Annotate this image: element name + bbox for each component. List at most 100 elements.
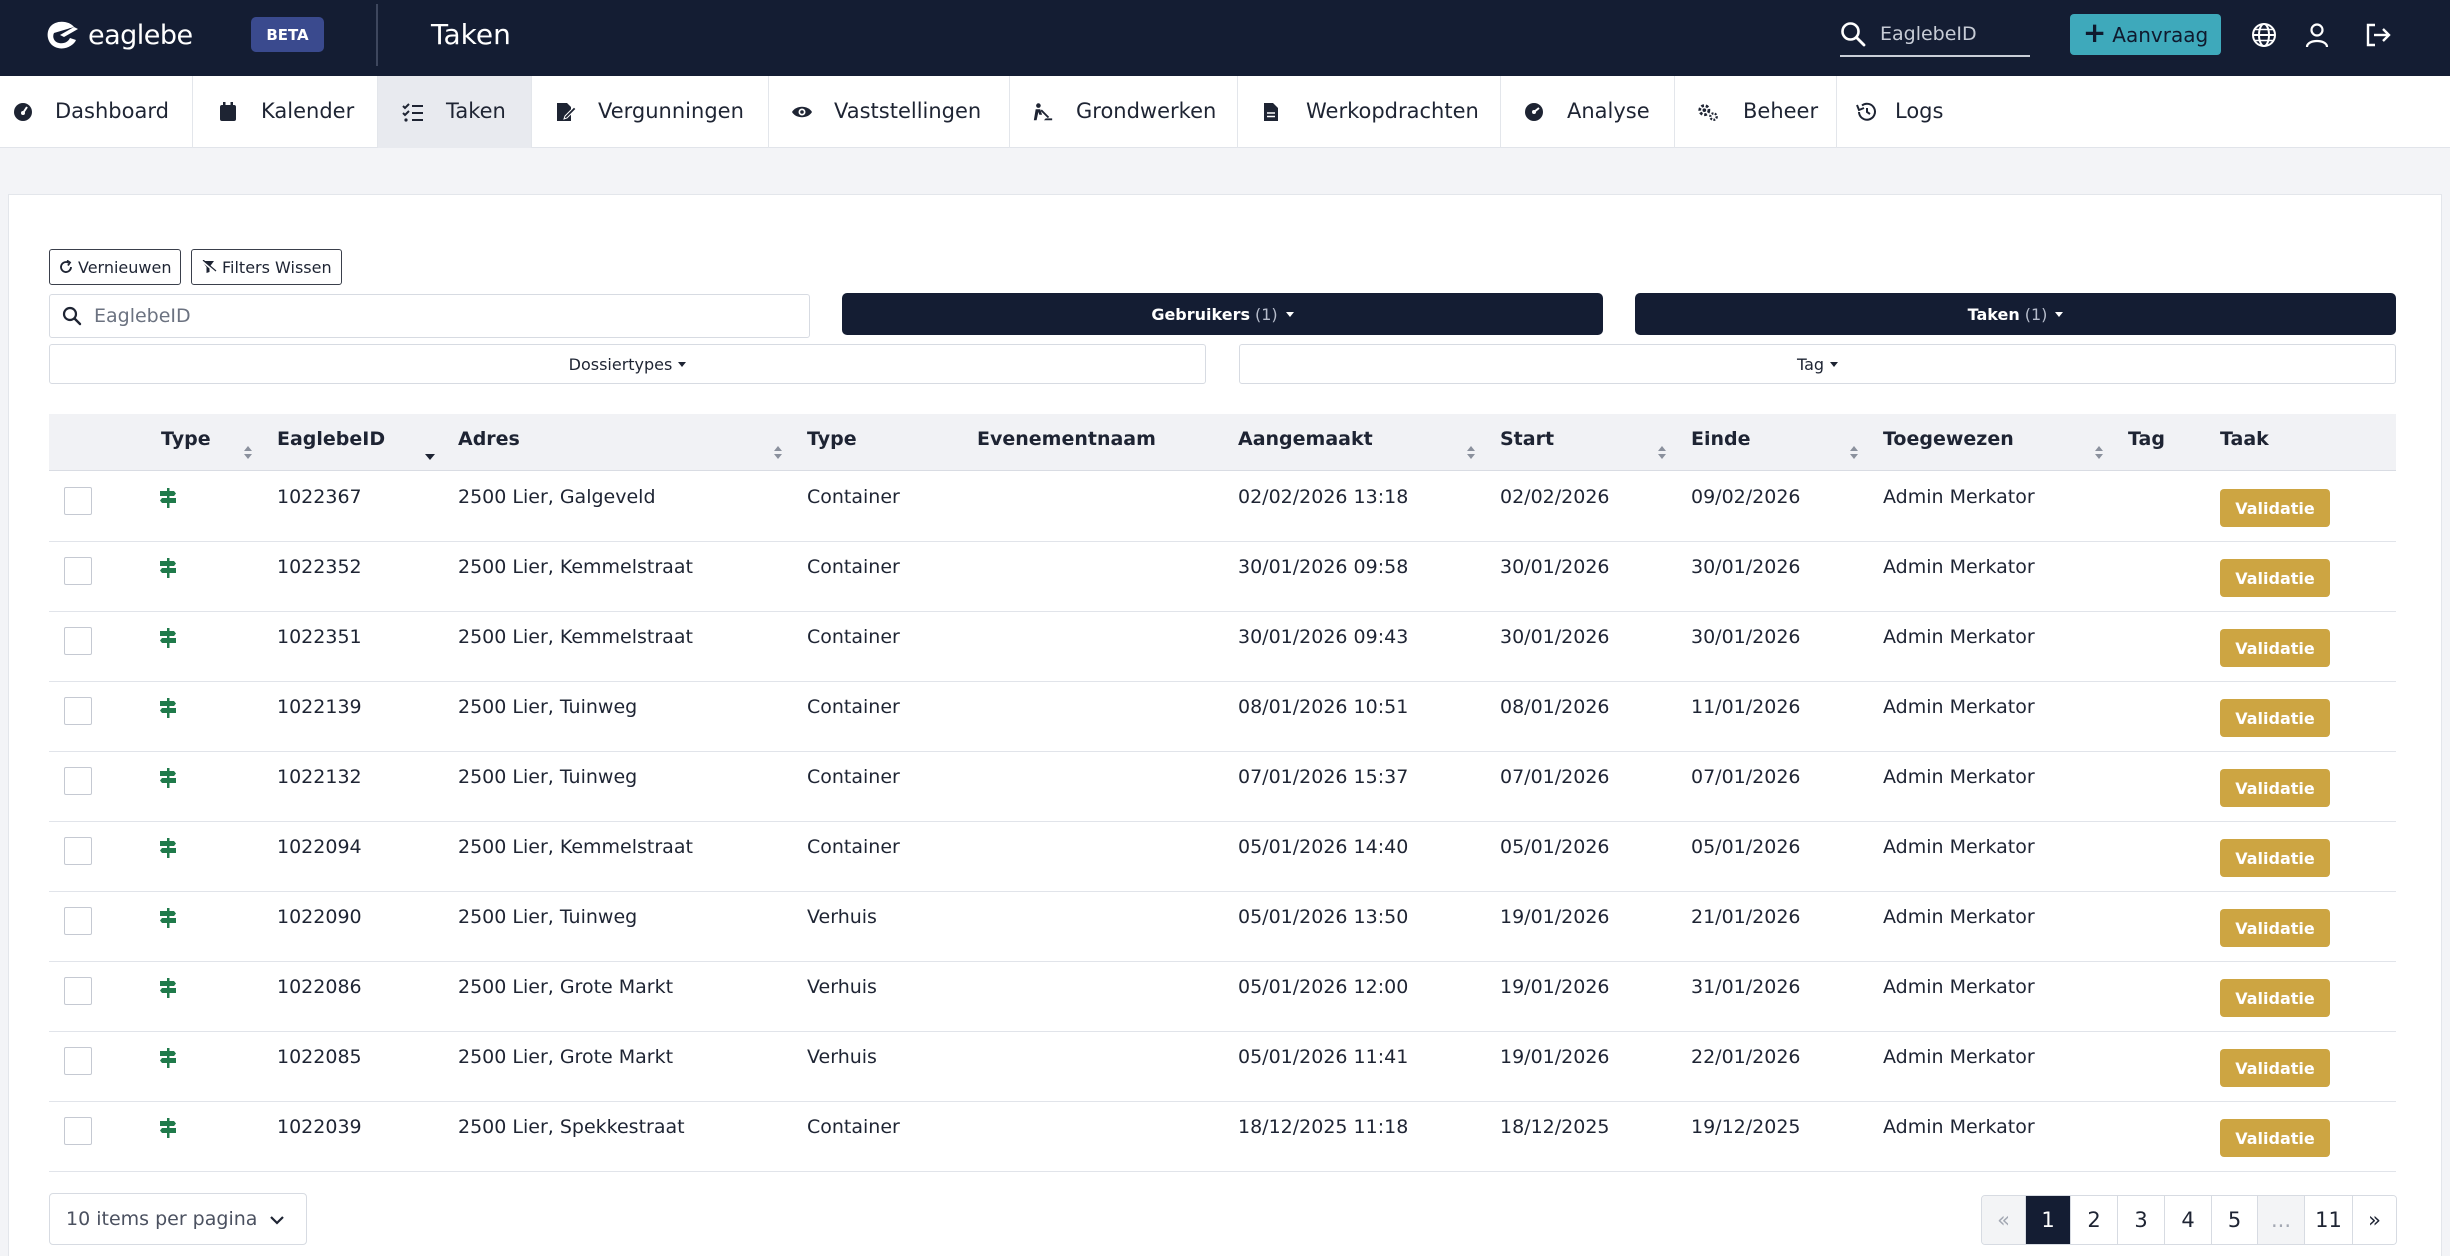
table-row[interactable]: 1022351 2500 Lier, Kemmelstraat Containe…: [49, 612, 2396, 682]
cell-eaglebeid[interactable]: 1022367: [277, 486, 362, 508]
cell-type: Container: [807, 836, 900, 858]
pagination-page[interactable]: 1: [2026, 1196, 2071, 1244]
task-badge[interactable]: Validatie: [2220, 839, 2330, 877]
column-header-aangemaakt[interactable]: Aangemaakt: [1238, 428, 1373, 450]
column-header-tag[interactable]: Tag: [2128, 428, 2165, 450]
task-badge[interactable]: Validatie: [2220, 909, 2330, 947]
row-checkbox[interactable]: [64, 557, 92, 585]
column-header-start[interactable]: Start: [1500, 428, 1555, 450]
column-header-type-icon[interactable]: Type: [161, 428, 211, 450]
users-dropdown[interactable]: Gebruikers (1): [842, 293, 1603, 335]
logout-icon[interactable]: [2363, 20, 2393, 50]
table-row[interactable]: 1022094 2500 Lier, Kemmelstraat Containe…: [49, 822, 2396, 892]
cell-eaglebeid[interactable]: 1022094: [277, 836, 362, 858]
tasks-dropdown[interactable]: Taken (1): [1635, 293, 2396, 335]
user-icon[interactable]: [2302, 20, 2332, 50]
table-row[interactable]: 1022039 2500 Lier, Spekkestraat Containe…: [49, 1102, 2396, 1172]
nav-item-grondwerken[interactable]: Grondwerken: [1010, 76, 1238, 148]
pagination-page[interactable]: 4: [2165, 1196, 2212, 1244]
eaglebeid-search-input[interactable]: [94, 305, 774, 327]
task-badge[interactable]: Validatie: [2220, 769, 2330, 807]
nav-item-dashboard[interactable]: Dashboard: [0, 76, 193, 148]
dossiertypes-dropdown[interactable]: Dossiertypes: [49, 344, 1206, 384]
table-row[interactable]: 1022085 2500 Lier, Grote Markt Verhuis 0…: [49, 1032, 2396, 1102]
row-checkbox[interactable]: [64, 487, 92, 515]
cell-eaglebeid[interactable]: 1022090: [277, 906, 362, 928]
row-checkbox[interactable]: [64, 907, 92, 935]
sort-icon[interactable]: [1657, 446, 1667, 460]
pagination-last[interactable]: »: [2353, 1196, 2396, 1244]
nav-item-kalender[interactable]: Kalender: [193, 76, 378, 148]
cell-eaglebeid[interactable]: 1022086: [277, 976, 362, 998]
calendar-icon: [217, 101, 239, 123]
column-header-evenementnaam[interactable]: Evenementnaam: [977, 428, 1156, 450]
sort-desc-icon[interactable]: [425, 454, 435, 460]
task-badge[interactable]: Validatie: [2220, 699, 2330, 737]
task-badge[interactable]: Validatie: [2220, 629, 2330, 667]
aanvraag-button[interactable]: + Aanvraag: [2070, 14, 2221, 55]
tag-dropdown[interactable]: Tag: [1239, 344, 2396, 384]
cell-eaglebeid[interactable]: 1022039: [277, 1116, 362, 1138]
column-header-einde[interactable]: Einde: [1691, 428, 1751, 450]
clear-filters-button[interactable]: Filters Wissen: [191, 249, 342, 285]
table-row[interactable]: 1022132 2500 Lier, Tuinweg Container 07/…: [49, 752, 2396, 822]
cell-eaglebeid[interactable]: 1022085: [277, 1046, 362, 1068]
eaglebe-logo[interactable]: eaglebe: [44, 18, 193, 52]
nav-item-werkopdrachten[interactable]: Werkopdrachten: [1238, 76, 1501, 148]
column-header-type[interactable]: Type: [807, 428, 857, 450]
task-badge[interactable]: Validatie: [2220, 979, 2330, 1017]
table-row[interactable]: 1022086 2500 Lier, Grote Markt Verhuis 0…: [49, 962, 2396, 1032]
pagination-first[interactable]: «: [1982, 1196, 2026, 1244]
table-row[interactable]: 1022139 2500 Lier, Tuinweg Container 08/…: [49, 682, 2396, 752]
cell-eaglebeid[interactable]: 1022352: [277, 556, 362, 578]
row-checkbox[interactable]: [64, 837, 92, 865]
items-per-page-select[interactable]: 10 items per pagina: [49, 1193, 307, 1245]
pagination-page[interactable]: 3: [2118, 1196, 2165, 1244]
cell-eaglebeid[interactable]: 1022351: [277, 626, 362, 648]
globe-icon[interactable]: [2249, 20, 2279, 50]
sort-icon[interactable]: [1849, 446, 1859, 460]
cell-eaglebeid[interactable]: 1022139: [277, 696, 362, 718]
task-badge[interactable]: Validatie: [2220, 1049, 2330, 1087]
cell-einde: 19/12/2025: [1691, 1116, 1801, 1138]
refresh-label: Vernieuwen: [78, 257, 172, 277]
column-header-taak[interactable]: Taak: [2220, 428, 2269, 450]
row-checkbox[interactable]: [64, 1047, 92, 1075]
history-icon: [1855, 101, 1877, 123]
row-checkbox[interactable]: [64, 1117, 92, 1145]
task-badge[interactable]: Validatie: [2220, 559, 2330, 597]
table-row[interactable]: 1022090 2500 Lier, Tuinweg Verhuis 05/01…: [49, 892, 2396, 962]
nav-item-vaststellingen[interactable]: Vaststellingen: [769, 76, 1010, 148]
nav-item-taken[interactable]: Taken: [378, 76, 532, 148]
row-checkbox[interactable]: [64, 977, 92, 1005]
cell-eaglebeid[interactable]: 1022132: [277, 766, 362, 788]
column-header-toegewezen[interactable]: Toegewezen: [1883, 428, 2014, 450]
cell-aangemaakt: 08/01/2026 10:51: [1238, 696, 1409, 718]
cogs-icon: [1697, 101, 1719, 123]
row-checkbox[interactable]: [64, 697, 92, 725]
column-header-eaglebeid[interactable]: EaglebeID: [277, 428, 386, 450]
task-badge[interactable]: Validatie: [2220, 489, 2330, 527]
sort-icon[interactable]: [2094, 446, 2104, 460]
nav-item-analyse[interactable]: Analyse: [1501, 76, 1675, 148]
refresh-button[interactable]: Vernieuwen: [49, 249, 182, 285]
sort-icon[interactable]: [243, 446, 253, 460]
pagination-page[interactable]: 2: [2071, 1196, 2118, 1244]
table-row[interactable]: 1022352 2500 Lier, Kemmelstraat Containe…: [49, 542, 2396, 612]
task-badge[interactable]: Validatie: [2220, 1119, 2330, 1157]
nav-item-beheer[interactable]: Beheer: [1675, 76, 1837, 148]
pagination-page[interactable]: 5: [2212, 1196, 2258, 1244]
nav-item-logs[interactable]: Logs: [1837, 76, 1957, 148]
tasks-dropdown-label: Taken: [1967, 304, 2020, 324]
row-checkbox[interactable]: [64, 767, 92, 795]
header-search-input[interactable]: [1880, 22, 2010, 45]
signpost-icon: [160, 558, 176, 578]
eaglebeid-search: [49, 294, 810, 338]
sort-icon[interactable]: [773, 446, 783, 460]
pagination-page[interactable]: 11: [2305, 1196, 2353, 1244]
nav-item-vergunningen[interactable]: Vergunningen: [532, 76, 769, 148]
sort-icon[interactable]: [1466, 446, 1476, 460]
column-header-adres[interactable]: Adres: [458, 428, 520, 450]
table-row[interactable]: 1022367 2500 Lier, Galgeveld Container 0…: [49, 472, 2396, 542]
row-checkbox[interactable]: [64, 627, 92, 655]
